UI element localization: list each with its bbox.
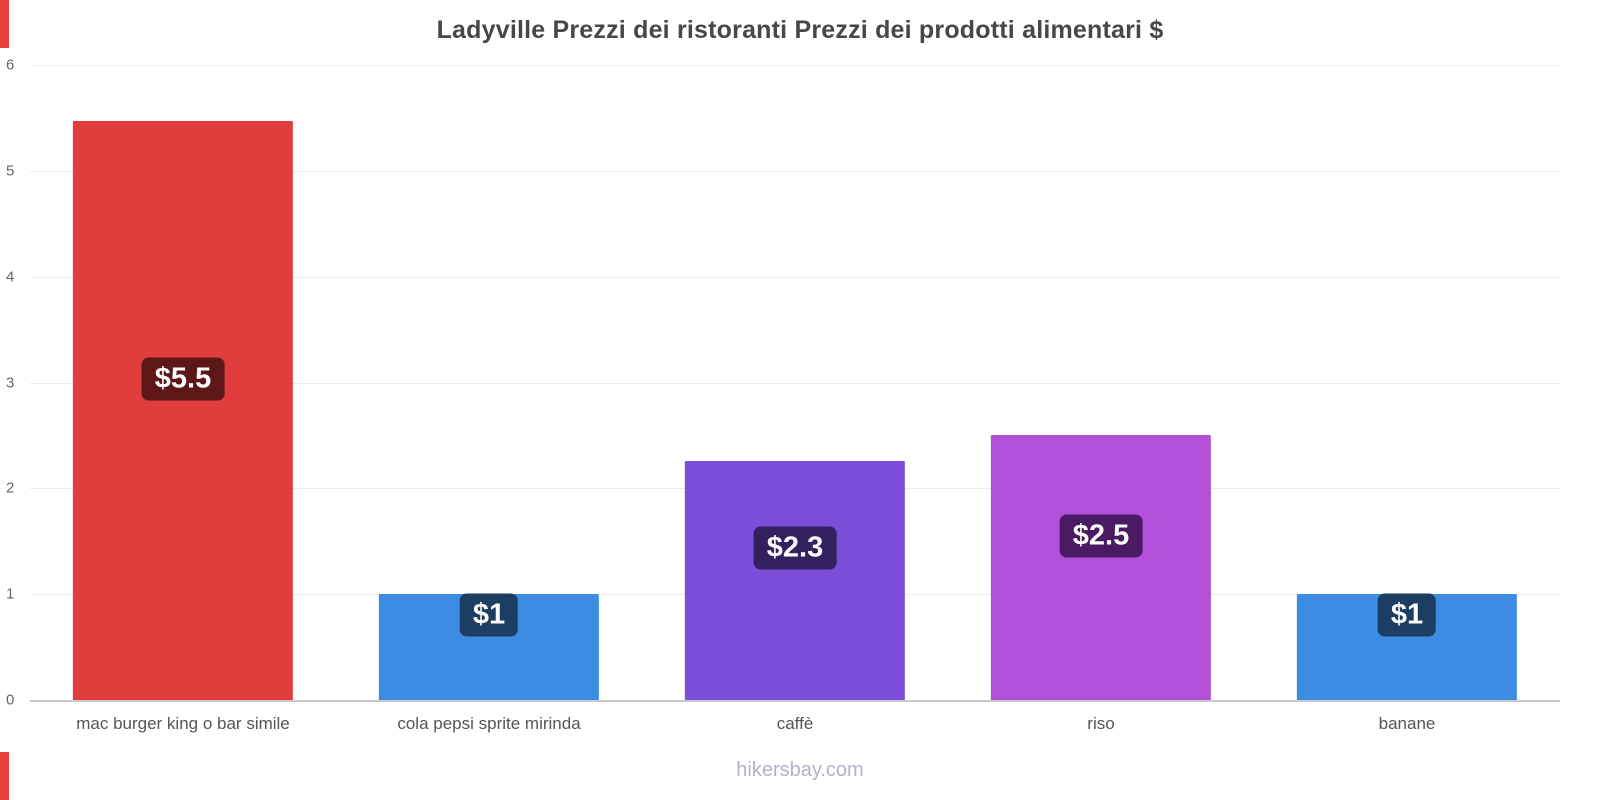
x-category-label-2: cola pepsi sprite mirinda	[397, 714, 581, 733]
bar-value-label-1: $5.5	[141, 357, 225, 401]
corner-accent-top	[0, 0, 9, 48]
chart-title: Ladyville Prezzi dei ristoranti Prezzi d…	[436, 16, 1164, 44]
bar-2: $1	[378, 593, 600, 700]
bar-value-label-2: $1	[459, 593, 519, 637]
y-tick-label-3: 3	[6, 374, 15, 391]
bar-1: $5.5	[72, 121, 294, 700]
x-axis-line	[30, 700, 1560, 702]
y-tick-label-4: 4	[6, 268, 15, 286]
bar-value-label-5: $1	[1377, 593, 1437, 637]
y-tick-label-5: 5	[6, 162, 15, 180]
corner-accent-bottom	[0, 752, 9, 800]
plot-area: 0 1 2 3 4 5 6 $5.5 mac burger king o bar simile $…	[6, 57, 1560, 733]
gridline-y3	[30, 382, 1560, 384]
bar-value-label-3: $2.3	[753, 526, 837, 570]
footer-watermark: hikersbay.com	[736, 759, 864, 781]
x-category-label-3: caffè	[776, 714, 814, 733]
bar-3: $2.3	[684, 460, 906, 700]
gridline-y4	[30, 276, 1560, 278]
bar-4: $2.5	[990, 435, 1212, 700]
x-category-label-4: riso	[1087, 714, 1115, 733]
x-category-label-1: mac burger king o bar simile	[76, 714, 290, 733]
y-tick-label-0: 0	[6, 691, 15, 709]
y-tick-label-2: 2	[6, 479, 15, 497]
y-tick-label-1: 1	[6, 585, 15, 603]
bar-value-label-4: $2.5	[1059, 514, 1143, 558]
bar-5: $1	[1296, 593, 1518, 700]
gridline-y6	[30, 65, 1560, 66]
gridline-y5	[30, 170, 1560, 172]
y-tick-label-6: 6	[6, 56, 15, 74]
x-category-label-5: banane	[1378, 714, 1436, 733]
